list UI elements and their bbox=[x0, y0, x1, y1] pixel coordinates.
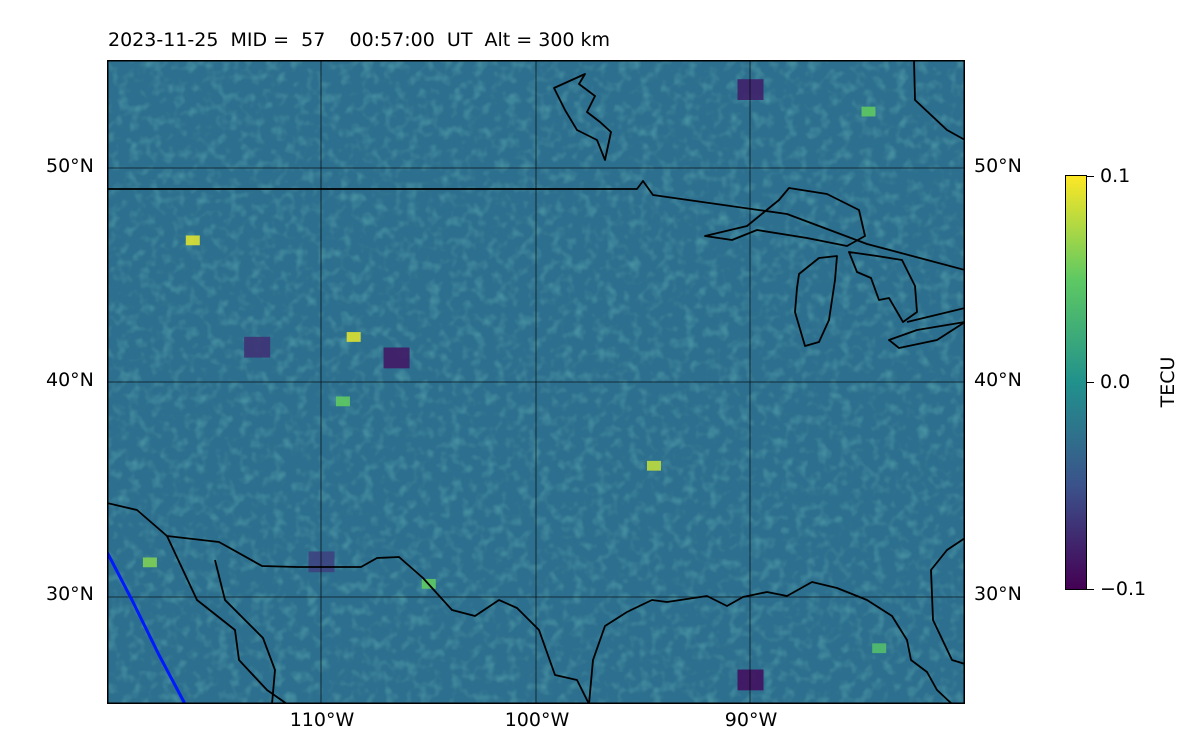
map-title: 2023-11-25 MID = 57 00:57:00 UT Alt = 30… bbox=[108, 29, 611, 51]
tec-anomaly-high-5 bbox=[346, 332, 361, 342]
lon-label-100w: 100°W bbox=[504, 709, 570, 731]
blue-boundary-line bbox=[107, 551, 187, 704]
tec-anomaly-low-1 bbox=[244, 336, 271, 358]
gridlines bbox=[107, 60, 965, 704]
colorbar-tick-min bbox=[1087, 589, 1094, 590]
lat-label-50n-right: 50°N bbox=[974, 155, 1022, 177]
tec-anomaly-high-8 bbox=[861, 106, 876, 117]
tec-anomaly-high-9 bbox=[142, 557, 157, 568]
tec-anomaly-low-2 bbox=[737, 79, 764, 100]
tec-anomaly-low-3 bbox=[737, 669, 764, 691]
colorbar-title: TECU bbox=[1157, 356, 1179, 408]
lat-label-50n-left: 50°N bbox=[46, 155, 94, 177]
tec-anomaly-high-6 bbox=[185, 235, 200, 246]
lon-label-90w: 90°W bbox=[724, 709, 778, 731]
colorbar-label-zero: 0.0 bbox=[1100, 371, 1131, 393]
lat-label-40n-left: 40°N bbox=[46, 369, 94, 391]
tec-map bbox=[107, 60, 965, 704]
lat-label-40n-right: 40°N bbox=[974, 369, 1022, 391]
lat-label-30n-left: 30°N bbox=[46, 583, 94, 605]
colorbar-tick-max bbox=[1087, 176, 1094, 177]
tec-anomaly-low-4 bbox=[308, 551, 335, 573]
coastlines-and-borders bbox=[107, 60, 965, 704]
colorbar-tick-zero bbox=[1087, 382, 1094, 383]
tec-anomaly-high-12 bbox=[335, 396, 350, 407]
lat-label-30n-right: 30°N bbox=[974, 583, 1022, 605]
lon-label-110w: 110°W bbox=[289, 709, 355, 731]
colorbar-label-max: 0.1 bbox=[1100, 165, 1131, 187]
colorbar-label-min: −0.1 bbox=[1100, 578, 1147, 600]
colorbar bbox=[1065, 175, 1087, 590]
tec-anomaly-high-11 bbox=[872, 643, 887, 654]
tec-anomaly-high-7 bbox=[646, 460, 661, 471]
tec-anomaly-low-0 bbox=[383, 347, 410, 369]
